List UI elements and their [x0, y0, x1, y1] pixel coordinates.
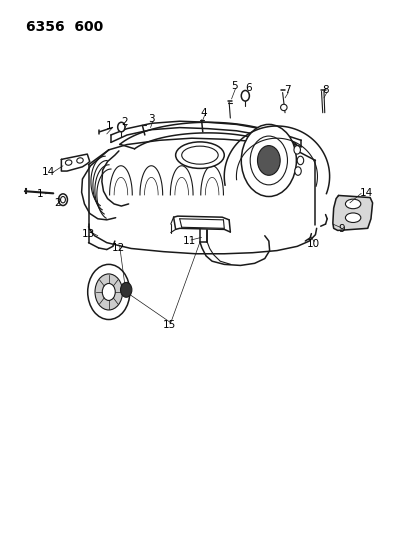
Ellipse shape	[281, 104, 287, 111]
Ellipse shape	[65, 160, 72, 165]
Text: 4: 4	[201, 108, 207, 118]
Text: 1: 1	[105, 121, 112, 131]
Text: 2: 2	[122, 117, 128, 127]
Circle shape	[95, 274, 122, 310]
Ellipse shape	[77, 158, 83, 163]
Text: 3: 3	[148, 114, 155, 124]
Circle shape	[88, 264, 130, 319]
Text: 6: 6	[245, 83, 252, 93]
Circle shape	[241, 91, 249, 101]
Circle shape	[297, 156, 304, 165]
Circle shape	[257, 146, 280, 175]
Polygon shape	[333, 196, 373, 230]
Text: 12: 12	[112, 243, 126, 253]
Text: 1: 1	[37, 189, 43, 199]
Circle shape	[250, 136, 288, 185]
Circle shape	[241, 124, 296, 197]
Circle shape	[295, 167, 301, 175]
Circle shape	[118, 122, 125, 132]
Ellipse shape	[175, 142, 224, 168]
Text: 8: 8	[322, 85, 329, 95]
Ellipse shape	[182, 146, 218, 164]
Text: 2: 2	[54, 198, 61, 208]
Ellipse shape	[346, 199, 361, 209]
Text: 14: 14	[359, 188, 373, 198]
Text: 11: 11	[183, 236, 196, 246]
Circle shape	[60, 197, 65, 203]
Circle shape	[58, 194, 67, 206]
Text: 5: 5	[231, 81, 238, 91]
Text: 13: 13	[82, 229, 95, 239]
Text: 10: 10	[307, 239, 320, 249]
Text: 7: 7	[284, 85, 290, 95]
Text: 6356  600: 6356 600	[26, 20, 103, 34]
Ellipse shape	[346, 213, 361, 222]
Circle shape	[294, 146, 300, 154]
Text: 14: 14	[41, 167, 55, 177]
Circle shape	[120, 282, 132, 297]
Text: 15: 15	[163, 320, 176, 330]
Text: 9: 9	[339, 224, 345, 235]
Circle shape	[102, 284, 115, 301]
